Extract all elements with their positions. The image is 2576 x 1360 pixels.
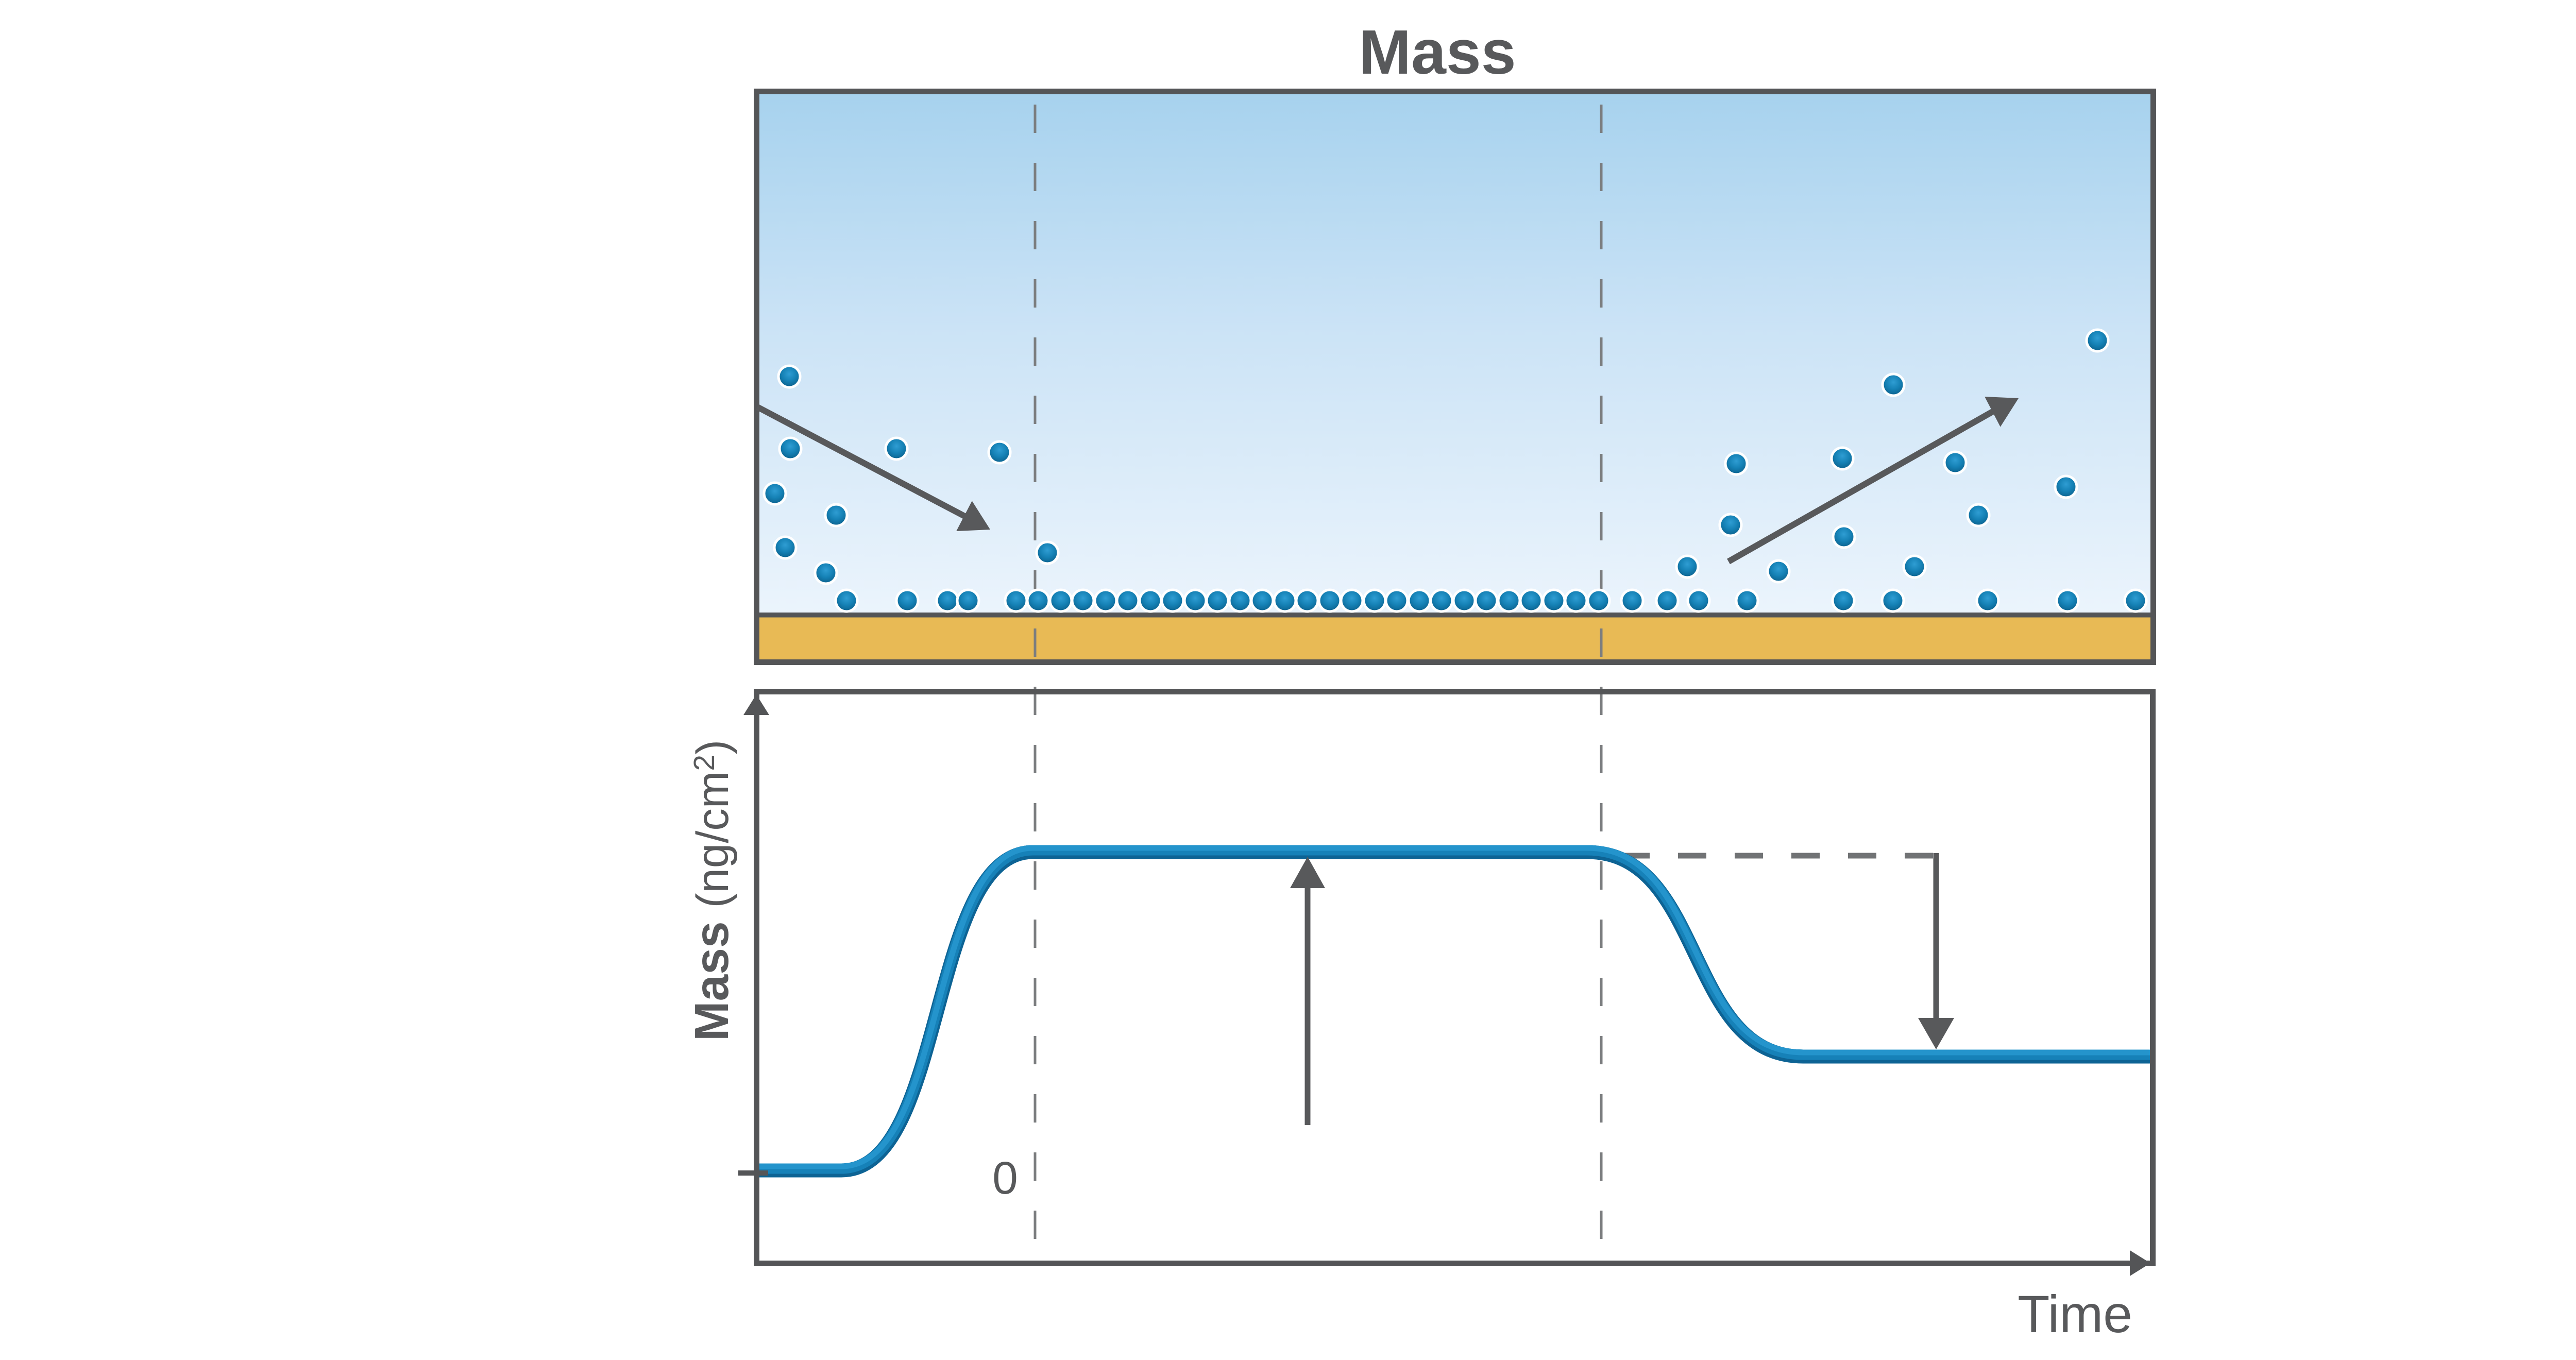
svg-text:Mass: Mass <box>1359 17 1516 87</box>
svg-text:Mass (ng/cm2): Mass (ng/cm2) <box>685 740 738 1041</box>
svg-text:Time: Time <box>2018 1285 2132 1344</box>
svg-text:0: 0 <box>992 1152 1018 1203</box>
